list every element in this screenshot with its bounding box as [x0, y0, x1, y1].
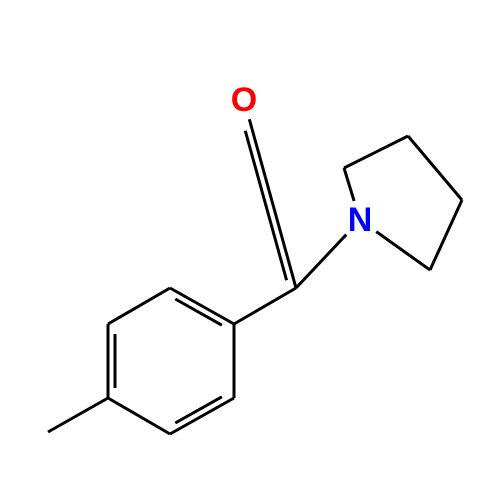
molecule-diagram: ON — [0, 0, 500, 500]
atom-label-n: N — [348, 201, 373, 239]
atom-label-o: O — [231, 81, 257, 119]
